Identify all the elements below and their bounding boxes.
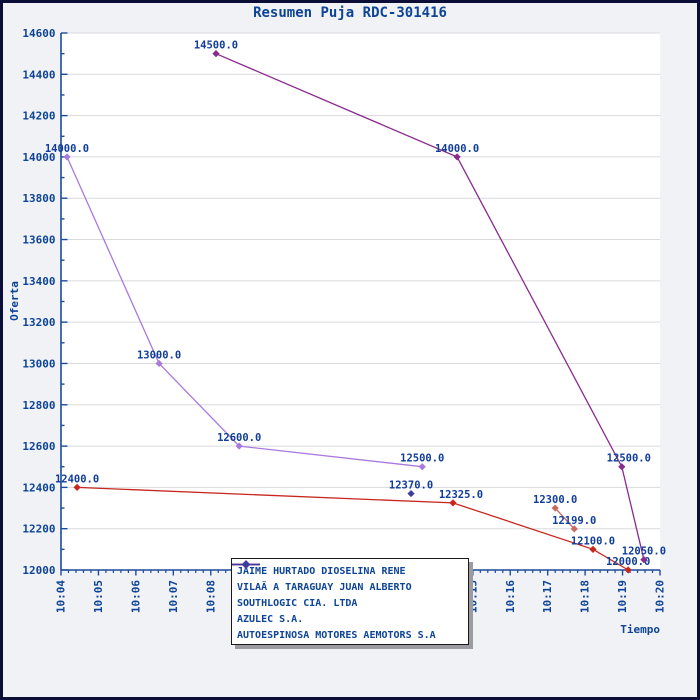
- data-point: [640, 556, 648, 564]
- series-line: [77, 486, 629, 571]
- data-point: [453, 153, 461, 161]
- data-point-label: 12400.0: [55, 473, 99, 485]
- legend-label: VILAÃ A TARAGUAY JUAN ALBERTO: [237, 581, 412, 593]
- y-tick-label: 14400: [22, 68, 55, 81]
- legend-label: AZULEC S.A.: [237, 613, 304, 625]
- y-tick-label: 13400: [22, 275, 55, 288]
- x-tick-label: 10:17: [541, 580, 554, 613]
- series-line: [554, 507, 575, 530]
- data-point-label: 14500.0: [194, 40, 238, 52]
- y-tick-label: 14200: [22, 110, 55, 123]
- series-line: [215, 53, 645, 560]
- series-4: 14500.0 14000.0 12500.0 12050.0: [194, 40, 666, 564]
- data-point-label: 12199.0: [552, 515, 596, 527]
- gridlines: [61, 32, 660, 571]
- data-point-label: 12100.0: [571, 535, 615, 547]
- x-tick-label: 10:18: [579, 580, 592, 613]
- data-point-label: 12325.0: [439, 489, 483, 501]
- data-point: [407, 489, 415, 498]
- legend-item-4: AZULEC S.A.: [232, 560, 466, 627]
- x-tick-label: 10:04: [55, 580, 68, 613]
- data-point: [63, 153, 71, 161]
- legend: JAIME HURTADO DIOSELINA RENE VILAÃ A TARA…: [231, 558, 469, 645]
- data-point-label: 12050.0: [622, 546, 666, 558]
- x-tick-label: 10:19: [616, 580, 629, 613]
- x-tick-label: 10:05: [92, 580, 105, 613]
- y-tick-label: 13200: [22, 316, 55, 329]
- legend-label: JAIME HURTADO DIOSELINA RENE: [237, 565, 406, 577]
- chart-title: Resumen Puja RDC-301416: [253, 5, 447, 21]
- y-axis-ticks: 12000 12200 12400 12600 12800 13000 13200 13400…: [22, 27, 68, 577]
- series-2: 12400.0 12325.0 12100.0 12000.0: [55, 473, 650, 574]
- legend-marker-icon: [232, 560, 260, 569]
- x-tick-label: 10:07: [167, 580, 180, 613]
- data-point: [570, 525, 578, 533]
- plot-area: 12000 12200 12400 12600 12800 13000 13200 13400…: [22, 27, 666, 613]
- data-point-label: 14000.0: [45, 143, 89, 155]
- y-axis-title: Oferta: [8, 281, 21, 321]
- series-3: 12300.0 12199.0: [533, 494, 596, 533]
- x-tick-label: 10:15: [466, 580, 479, 613]
- y-tick-label: 12600: [22, 440, 55, 453]
- data-point: [589, 545, 597, 553]
- legend-label: AUTOESPINOSA MOTORES AEMOTORS S.A: [237, 629, 436, 641]
- plot-background: [61, 33, 660, 570]
- data-point: [235, 442, 243, 450]
- x-tick-label: 10:16: [504, 580, 517, 613]
- x-axis-title: Tiempo: [620, 623, 660, 636]
- series-line: [66, 156, 423, 468]
- series-1: 14000.0 13000.0 12600.0 12500.0: [45, 143, 444, 471]
- y-tick-label: 13600: [22, 234, 55, 247]
- legend-item-5: AUTOESPINOSA MOTORES AEMOTORS S.A: [232, 560, 466, 643]
- data-point: [155, 359, 163, 368]
- legend-item-3: SOUTHLOGIC CIA. LTDA: [232, 560, 466, 611]
- data-point-label: 13000.0: [137, 349, 181, 361]
- legend-item-2: VILAÃ A TARAGUAY JUAN ALBERTO: [232, 560, 466, 595]
- y-tick-label: 12000: [22, 564, 55, 577]
- data-point-label: 12000.0: [606, 556, 650, 568]
- y-tick-label: 12200: [22, 523, 55, 536]
- y-tick-label: 13800: [22, 192, 55, 205]
- data-point-label: 12300.0: [533, 494, 577, 506]
- data-point-label: 12370.0: [389, 480, 433, 492]
- data-point: [418, 463, 426, 471]
- data-point: [449, 499, 457, 507]
- data-point-label: 12500.0: [400, 453, 444, 465]
- data-point-label: 12500.0: [607, 453, 651, 465]
- data-point: [212, 50, 220, 58]
- y-tick-label: 12400: [22, 481, 55, 494]
- data-point: [618, 463, 626, 471]
- series-5: 12370.0: [389, 480, 433, 498]
- data-point-label: 12600.0: [217, 432, 261, 444]
- data-point-label: 14000.0: [435, 143, 479, 155]
- data-point: [551, 504, 559, 512]
- legend-label: SOUTHLOGIC CIA. LTDA: [237, 597, 358, 609]
- y-tick-label: 14600: [22, 27, 55, 40]
- y-tick-label: 14000: [22, 151, 55, 164]
- y-tick-label: 12800: [22, 399, 55, 412]
- data-point: [73, 483, 81, 491]
- legend-item-1: JAIME HURTADO DIOSELINA RENE: [232, 560, 466, 579]
- x-tick-label: 10:20: [654, 580, 667, 613]
- y-tick-label: 13000: [22, 357, 55, 370]
- x-tick-label: 10:06: [129, 580, 142, 613]
- data-point: [624, 566, 632, 574]
- x-tick-label: 10:08: [204, 580, 217, 613]
